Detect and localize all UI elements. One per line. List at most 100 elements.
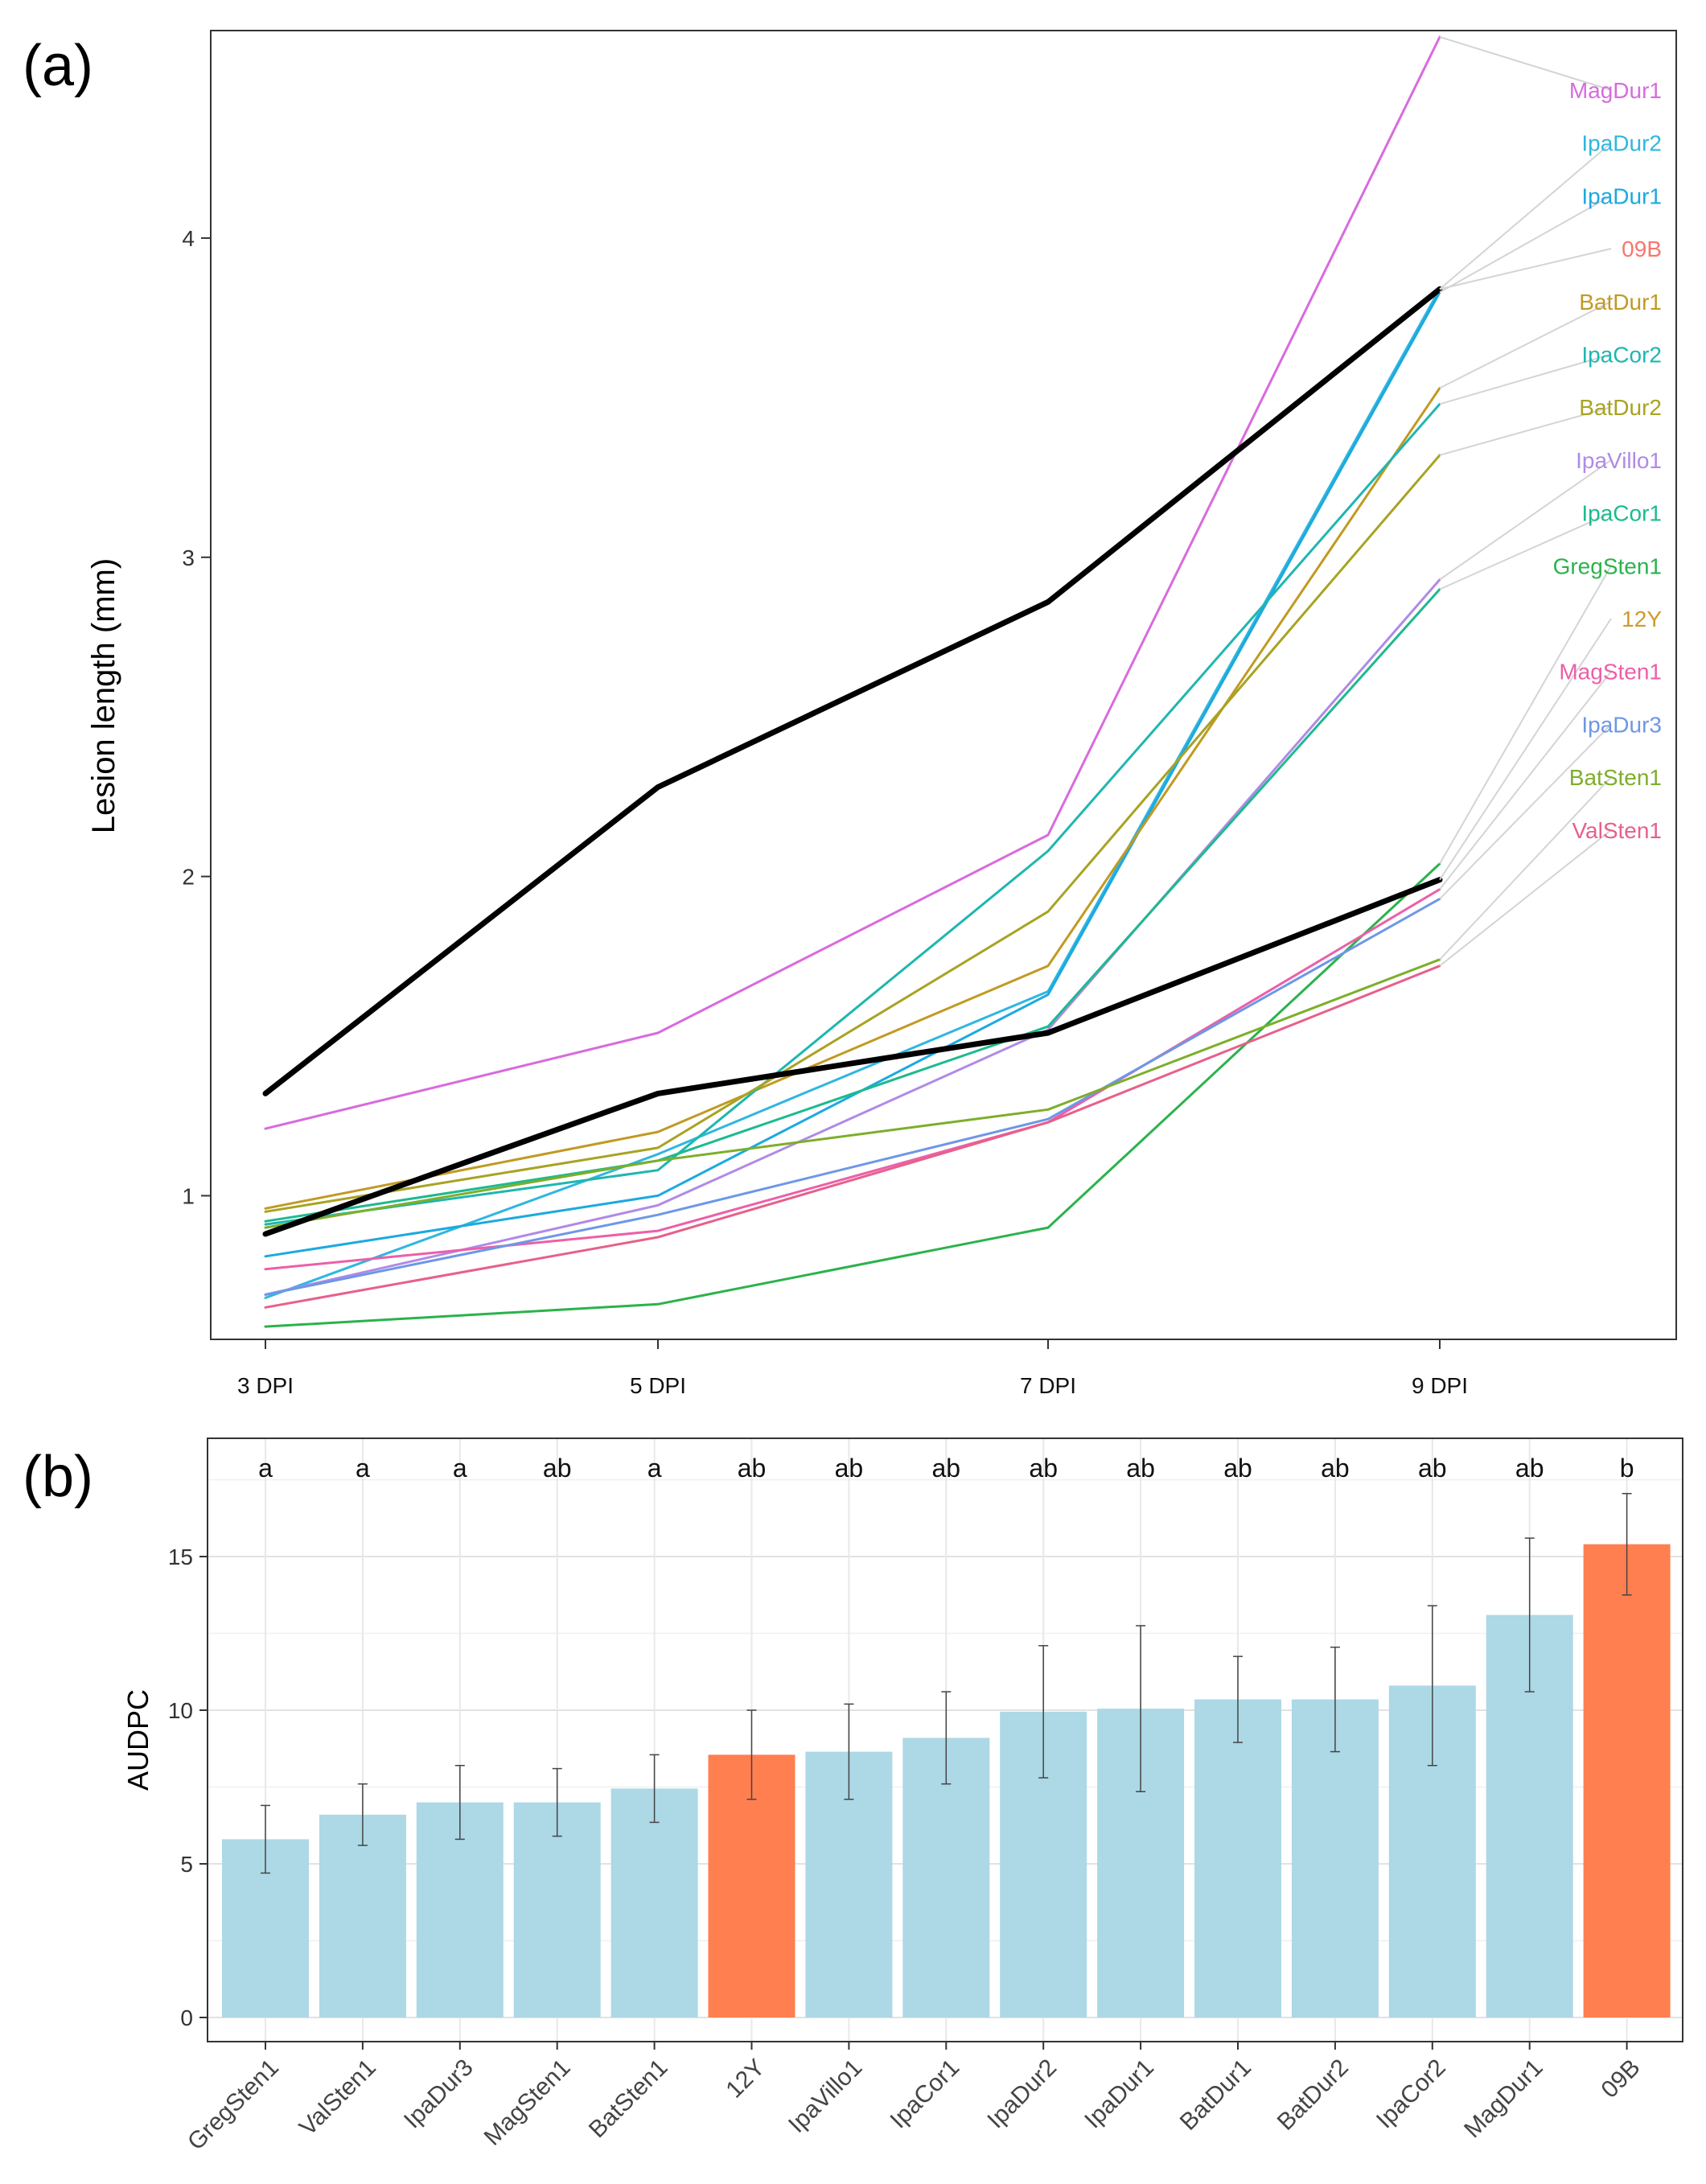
- label-leader-batdur1: [1439, 300, 1612, 389]
- series-line-09b: [262, 286, 1443, 1096]
- series-label-valsten1: ValSten1: [1572, 818, 1662, 843]
- label-leader-magdur1: [1439, 35, 1612, 91]
- y-tick-label: 4: [182, 226, 195, 251]
- series-line-batdur2: [264, 454, 1441, 1213]
- series-line-12y: [262, 877, 1443, 1237]
- x-tick-label-ipacor2: IpaCor2: [1371, 2054, 1451, 2134]
- x-tick-label-ipavillo1: IpaVillo1: [783, 2054, 867, 2138]
- label-leader-magsten1: [1439, 671, 1612, 890]
- label-leader-09b: [1439, 248, 1612, 290]
- group-letter-batsten1: a: [647, 1454, 662, 1483]
- plot-a-series: [262, 35, 1443, 1328]
- series-label-ipacor2: IpaCor2: [1581, 343, 1662, 368]
- group-letter-ipacor1: ab: [932, 1454, 961, 1483]
- group-letter-ipadur3: a: [453, 1454, 467, 1483]
- label-leader-batsten1: [1439, 776, 1612, 960]
- label-leader-ipacor1: [1439, 512, 1612, 590]
- label-leader-batdur2: [1439, 406, 1612, 456]
- series-line-valsten1: [264, 964, 1441, 1309]
- plot-b-group-letters: a a a ab a ab ab ab ab ab ab ab ab ab b: [258, 1454, 1634, 1483]
- plot-a-frame: [210, 30, 1677, 1340]
- x-tick-label-batdur1: BatDur1: [1175, 2054, 1256, 2136]
- y-tick-label: 0: [180, 2005, 193, 2030]
- x-tick-label: 7 DPI: [1020, 1373, 1076, 1398]
- label-leader-gregsten1: [1439, 565, 1612, 865]
- panel-b-label: (b): [23, 1445, 93, 1509]
- series-label-batsten1: BatSten1: [1569, 765, 1662, 790]
- x-tick-label: 9 DPI: [1412, 1373, 1468, 1398]
- plot-b-error-bars: [261, 1492, 1632, 1874]
- label-leader-ipadur3: [1439, 723, 1612, 900]
- group-letter-magdur1: ab: [1515, 1454, 1544, 1483]
- series-line-ipadur1: [264, 290, 1441, 1258]
- label-leader-ipadur2: [1439, 142, 1612, 290]
- group-letter-ipadur1: ab: [1126, 1454, 1155, 1483]
- bar-valsten1: [319, 1814, 406, 2017]
- x-tick-label-12y: 12Y: [721, 2054, 770, 2104]
- series-label-ipadur2: IpaDur2: [1581, 131, 1662, 156]
- x-tick-label-ipadur1: IpaDur1: [1079, 2054, 1159, 2134]
- label-leader-ipadur1: [1439, 195, 1612, 294]
- y-tick-label: 3: [182, 545, 195, 570]
- x-tick-label-gregsten1: GregSten1: [183, 2054, 284, 2156]
- plot-a-series-labels: MagDur1 IpaDur2 IpaDur1 09B BatDur1 IpaCor2 Ba…: [1439, 35, 1662, 967]
- x-tick-label-batsten1: BatSten1: [584, 2054, 673, 2144]
- series-line-ipadur2: [264, 287, 1441, 1299]
- bar-batdur1: [1194, 1699, 1281, 2017]
- plot-b-y-axis-label: AUDPC: [121, 1689, 154, 1791]
- series-line-batdur1: [264, 386, 1441, 1210]
- bar-batsten1: [610, 1788, 698, 2017]
- y-tick-label: 2: [182, 865, 195, 890]
- line-chart-lesion-length: 1 2 3 4 3 DPI 5 DPI 7 DPI 9 DPI MagDur1 IpaDur2 I…: [86, 30, 1677, 1398]
- series-line-ipadur3: [264, 897, 1441, 1296]
- x-tick-label-magsten1: MagSten1: [479, 2054, 576, 2151]
- series-line-batsten1: [264, 958, 1441, 1229]
- group-letter-ipadur2: ab: [1029, 1454, 1058, 1483]
- x-tick-label-valsten1: ValSten1: [294, 2054, 381, 2141]
- group-letter-batdur2: ab: [1321, 1454, 1350, 1483]
- series-label-12y: 12Y: [1622, 607, 1662, 631]
- series-label-batdur2: BatDur2: [1579, 395, 1662, 420]
- series-line-gregsten1: [264, 862, 1441, 1328]
- series-label-ipadur3: IpaDur3: [1581, 712, 1662, 737]
- label-leader-12y: [1439, 618, 1612, 881]
- x-tick-label-ipadur3: IpaDur3: [399, 2054, 479, 2134]
- plot-a-y-axis-label: Lesion length (mm): [86, 558, 121, 833]
- x-tick-label-ipadur2: IpaDur2: [982, 2054, 1062, 2134]
- x-tick-label: 5 DPI: [630, 1373, 686, 1398]
- series-label-batdur1: BatDur1: [1579, 290, 1662, 315]
- bar-chart-audpc: a a a ab a ab ab ab ab ab ab ab ab ab b 0 5 10 15 GregSten…: [121, 1437, 1683, 2156]
- plot-b-bars: [222, 1544, 1671, 2017]
- series-line-ipacor1: [264, 588, 1441, 1223]
- group-letter-batdur1: ab: [1223, 1454, 1252, 1483]
- series-label-ipacor1: IpaCor1: [1581, 501, 1662, 526]
- group-letter-12y: ab: [738, 1454, 767, 1483]
- label-leader-ipacor2: [1439, 353, 1612, 405]
- bar-magsten1: [513, 1802, 601, 2017]
- group-letter-valsten1: a: [356, 1454, 370, 1483]
- group-letter-magsten1: ab: [543, 1454, 572, 1483]
- series-label-magsten1: MagSten1: [1559, 660, 1662, 685]
- series-line-magdur1: [264, 35, 1441, 1130]
- bar-batdur2: [1291, 1699, 1379, 2017]
- group-letter-ipavillo1: ab: [835, 1454, 864, 1483]
- y-tick-label: 10: [168, 1698, 193, 1723]
- label-leader-ipavillo1: [1439, 459, 1612, 581]
- x-tick-label: 3 DPI: [237, 1373, 294, 1398]
- y-tick-label: 15: [168, 1544, 193, 1569]
- series-label-09b: 09B: [1622, 236, 1662, 261]
- plot-b-frame: [207, 1437, 1683, 2042]
- group-letter-ipacor2: ab: [1418, 1454, 1447, 1483]
- group-letter-09b: b: [1620, 1454, 1634, 1483]
- x-tick-label-09b: 09B: [1596, 2054, 1645, 2104]
- series-label-gregsten1: GregSten1: [1553, 553, 1662, 578]
- x-tick-label-magdur1: MagDur1: [1459, 2054, 1548, 2144]
- series-label-magdur1: MagDur1: [1569, 78, 1662, 103]
- plot-a-axes: 1 2 3 4 3 DPI 5 DPI 7 DPI 9 DPI: [182, 226, 1468, 1398]
- label-leader-valsten1: [1439, 829, 1612, 967]
- x-tick-label-batdur2: BatDur2: [1272, 2054, 1354, 2136]
- series-line-ipavillo1: [264, 578, 1441, 1296]
- series-line-ipacor2: [264, 402, 1441, 1226]
- series-label-ipavillo1: IpaVillo1: [1576, 448, 1662, 473]
